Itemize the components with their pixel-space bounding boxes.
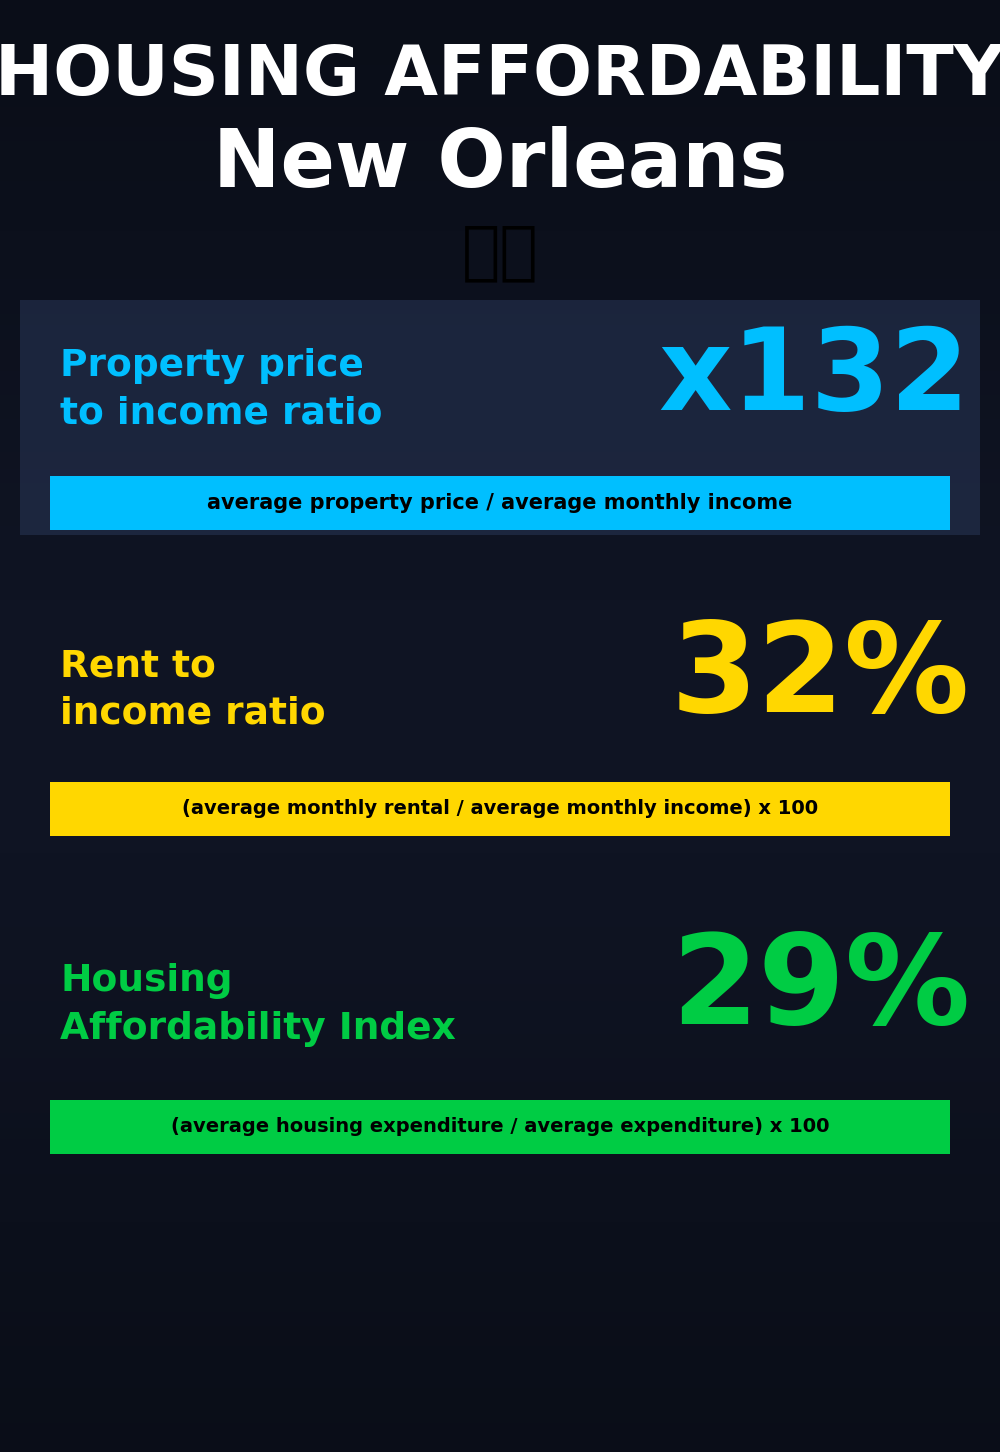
Text: New Orleans: New Orleans [213, 126, 787, 203]
Text: (average monthly rental / average monthly income) x 100: (average monthly rental / average monthl… [182, 800, 818, 819]
Text: 🇺🇸: 🇺🇸 [462, 221, 538, 283]
Text: Rent to
income ratio: Rent to income ratio [60, 649, 326, 732]
Text: 32%: 32% [671, 617, 970, 739]
Text: (average housing expenditure / average expenditure) x 100: (average housing expenditure / average e… [171, 1118, 829, 1137]
Text: 29%: 29% [671, 929, 970, 1050]
Text: x132: x132 [659, 322, 970, 434]
FancyBboxPatch shape [50, 783, 950, 836]
FancyBboxPatch shape [20, 301, 980, 534]
Text: average property price / average monthly income: average property price / average monthly… [207, 494, 793, 513]
Text: Property price
to income ratio: Property price to income ratio [60, 348, 382, 431]
FancyBboxPatch shape [50, 1101, 950, 1154]
Text: Housing
Affordability Index: Housing Affordability Index [60, 963, 456, 1047]
Text: HOUSING AFFORDABILITY: HOUSING AFFORDABILITY [0, 42, 1000, 109]
FancyBboxPatch shape [50, 476, 950, 530]
